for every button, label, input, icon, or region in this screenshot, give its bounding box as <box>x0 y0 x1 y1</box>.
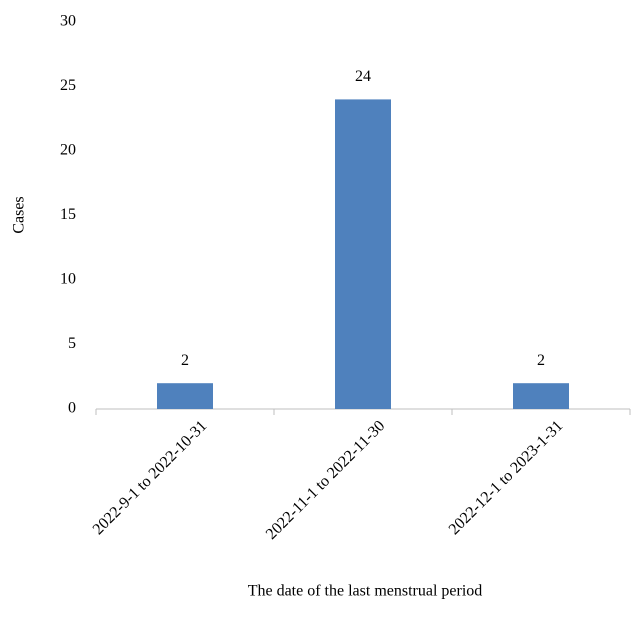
x-axis-title: The date of the last menstrual period <box>248 583 483 600</box>
x-tick-label: 2022-9-1 to 2022-10-31 <box>90 417 211 538</box>
x-tick-label: 2022-12-1 to 2023-1-31 <box>446 417 567 538</box>
bar <box>335 99 391 410</box>
data-label: 2 <box>537 352 545 369</box>
y-tick-label: 25 <box>60 77 76 94</box>
bar <box>157 383 213 409</box>
y-axis-title: Cases <box>11 196 28 233</box>
data-label: 24 <box>355 68 371 85</box>
data-label: 2 <box>181 352 189 369</box>
y-tick-label: 0 <box>68 400 76 417</box>
y-tick-label: 15 <box>60 206 76 223</box>
bar <box>513 383 569 409</box>
x-tick-label: 2022-11-1 to 2022-11-30 <box>263 417 389 543</box>
y-tick-label: 30 <box>60 13 76 30</box>
y-tick-label: 5 <box>68 335 76 352</box>
y-tick-label: 10 <box>60 271 76 288</box>
y-tick-label: 20 <box>60 142 76 159</box>
